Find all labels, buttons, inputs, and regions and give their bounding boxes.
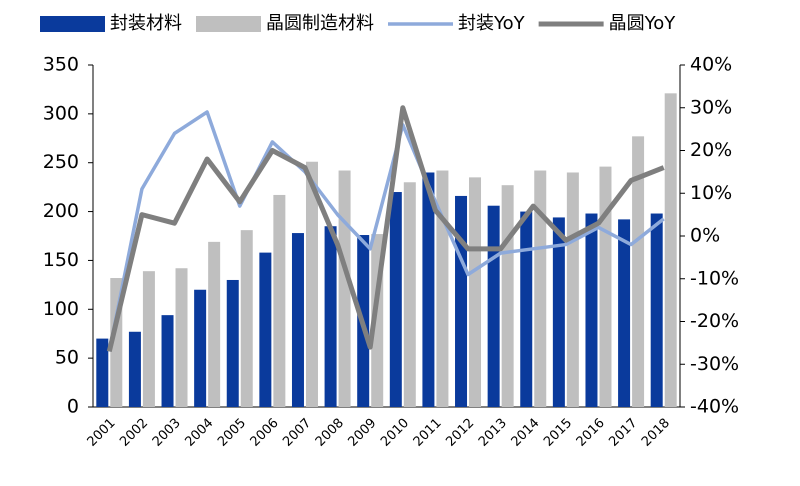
bar (534, 170, 547, 407)
x-tick-label: 2017 (606, 416, 640, 450)
bar (585, 213, 598, 407)
bar (455, 195, 468, 407)
y2-tick-label: -30% (690, 353, 739, 375)
bar (208, 241, 221, 407)
y-tick-label: 350 (43, 54, 79, 76)
bar (422, 172, 435, 407)
x-tick-label: 2001 (85, 416, 119, 450)
x-tick-label: 2015 (541, 416, 575, 450)
x-tick-label: 2005 (215, 416, 249, 450)
bar (566, 172, 579, 407)
x-tick-label: 2002 (117, 416, 151, 450)
y-tick-label: 50 (55, 347, 79, 369)
bar (403, 182, 416, 407)
y2-tick-label: -10% (690, 267, 739, 289)
y2-tick-label: 30% (690, 96, 732, 118)
y-tick-label: 100 (43, 298, 79, 320)
bar (436, 170, 449, 407)
bar (273, 194, 286, 407)
y-tick-label: 200 (43, 200, 79, 222)
bar (501, 185, 514, 407)
legend-label: 晶圆制造材料 (266, 13, 374, 34)
x-tick-label: 2018 (639, 416, 673, 450)
bar (291, 233, 304, 407)
x-tick-label: 2010 (378, 416, 412, 450)
x-tick-label: 2016 (574, 416, 608, 450)
y-tick-label: 300 (43, 102, 79, 124)
legend-swatch (196, 16, 261, 32)
bar (305, 161, 318, 407)
legend-label: 晶圆YoY (609, 13, 677, 34)
bar (96, 338, 109, 407)
x-tick-label: 2013 (476, 416, 510, 450)
legend-swatch (40, 16, 105, 32)
bar (161, 315, 174, 407)
x-tick-label: 2004 (182, 416, 216, 450)
x-tick-label: 2011 (411, 416, 445, 450)
bar (650, 213, 663, 407)
line (106, 105, 665, 353)
bar (194, 289, 207, 407)
line (107, 110, 665, 352)
y2-tick-label: 0% (690, 225, 720, 247)
bar (599, 166, 612, 407)
x-tick-label: 2008 (313, 416, 347, 450)
x-tick-label: 2003 (150, 416, 184, 450)
x-tick-label: 2012 (443, 416, 477, 450)
bar (324, 226, 337, 407)
legend-label: 封装YoY (458, 13, 526, 34)
bar (338, 170, 351, 407)
y-tick-label: 150 (43, 249, 79, 271)
x-tick-label: 2007 (280, 416, 314, 450)
bar (128, 331, 141, 407)
bar (469, 177, 482, 407)
bar (487, 205, 500, 407)
bar (632, 136, 645, 407)
bar (226, 279, 239, 407)
bar (259, 252, 272, 407)
bar (240, 230, 253, 407)
bar (520, 211, 533, 407)
y2-tick-label: 20% (690, 139, 732, 161)
y2-tick-label: 40% (690, 54, 732, 76)
y-tick-label: 250 (43, 151, 79, 173)
legend-label: 封装材料 (110, 13, 182, 34)
bar (552, 217, 565, 407)
x-tick-label: 2009 (345, 416, 379, 450)
bar (142, 271, 155, 407)
x-tick-label: 2006 (248, 416, 282, 450)
y2-tick-label: -20% (690, 310, 739, 332)
x-tick-label: 2014 (509, 416, 543, 450)
bar (175, 268, 188, 407)
y-tick-label: 0 (67, 396, 79, 418)
bar (389, 192, 402, 407)
bar (664, 93, 677, 407)
y2-tick-label: -40% (690, 396, 739, 418)
bar (618, 219, 631, 407)
y2-tick-label: 10% (690, 182, 732, 204)
